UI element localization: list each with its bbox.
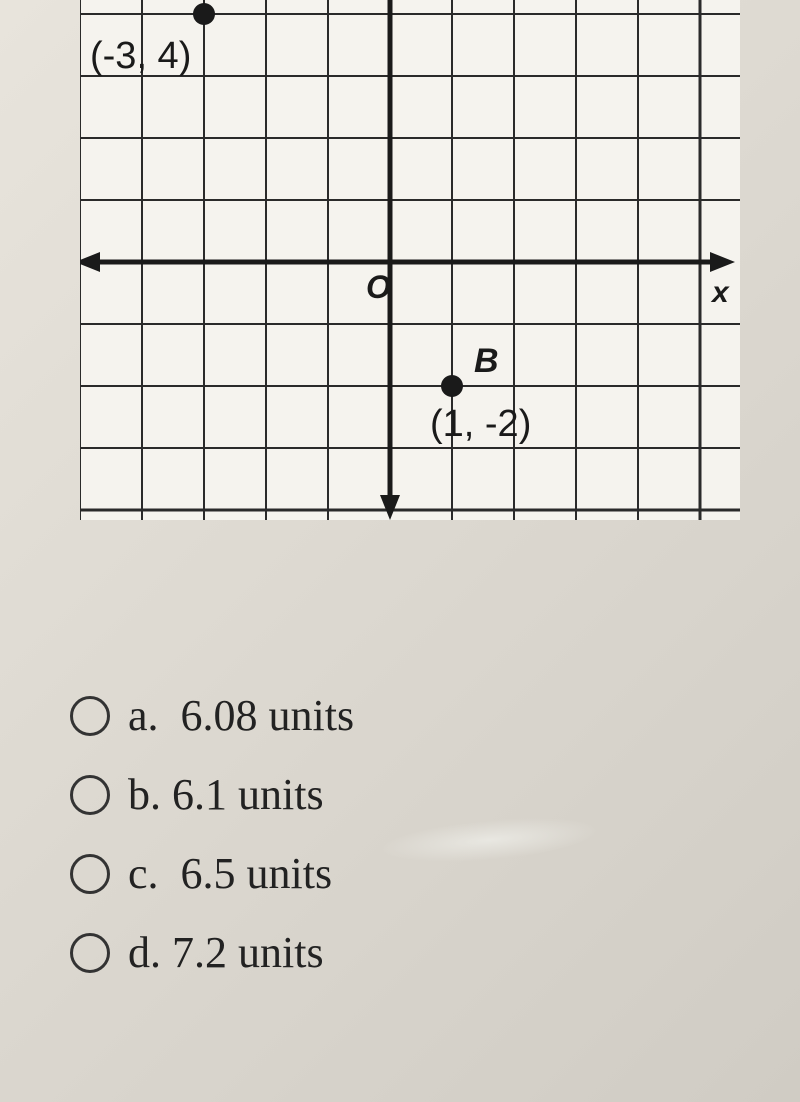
choice-b-label: b. 6.1 units: [128, 769, 324, 820]
choice-a[interactable]: a. 6.08 units: [70, 690, 354, 741]
point-b-name: B: [474, 342, 499, 380]
choice-b[interactable]: b. 6.1 units: [70, 769, 354, 820]
choice-a-label: a. 6.08 units: [128, 690, 354, 741]
radio-b[interactable]: [70, 775, 110, 815]
x-axis-label: x: [710, 276, 730, 309]
origin-label: O: [366, 269, 391, 305]
screen-smudge: [379, 810, 602, 869]
x-axis-arrow-right: [710, 252, 735, 272]
y-axis-arrow-down: [380, 495, 400, 520]
point-a: [193, 3, 215, 25]
choice-d[interactable]: d. 7.2 units: [70, 927, 354, 978]
point-a-coords: (-3, 4): [90, 35, 191, 77]
point-b: [441, 375, 463, 397]
choice-c[interactable]: c. 6.5 units: [70, 848, 354, 899]
coordinate-graph: O x (-3, 4) B (1, -2): [80, 0, 740, 520]
choice-c-label: c. 6.5 units: [128, 848, 332, 899]
choice-d-label: d. 7.2 units: [128, 927, 324, 978]
x-axis-arrow-left: [80, 252, 100, 272]
point-b-coords: (1, -2): [430, 403, 531, 445]
radio-c[interactable]: [70, 854, 110, 894]
radio-d[interactable]: [70, 933, 110, 973]
graph-svg: O x (-3, 4) B (1, -2): [80, 0, 740, 520]
answer-choices: a. 6.08 units b. 6.1 units c. 6.5 units …: [70, 690, 354, 1006]
radio-a[interactable]: [70, 696, 110, 736]
